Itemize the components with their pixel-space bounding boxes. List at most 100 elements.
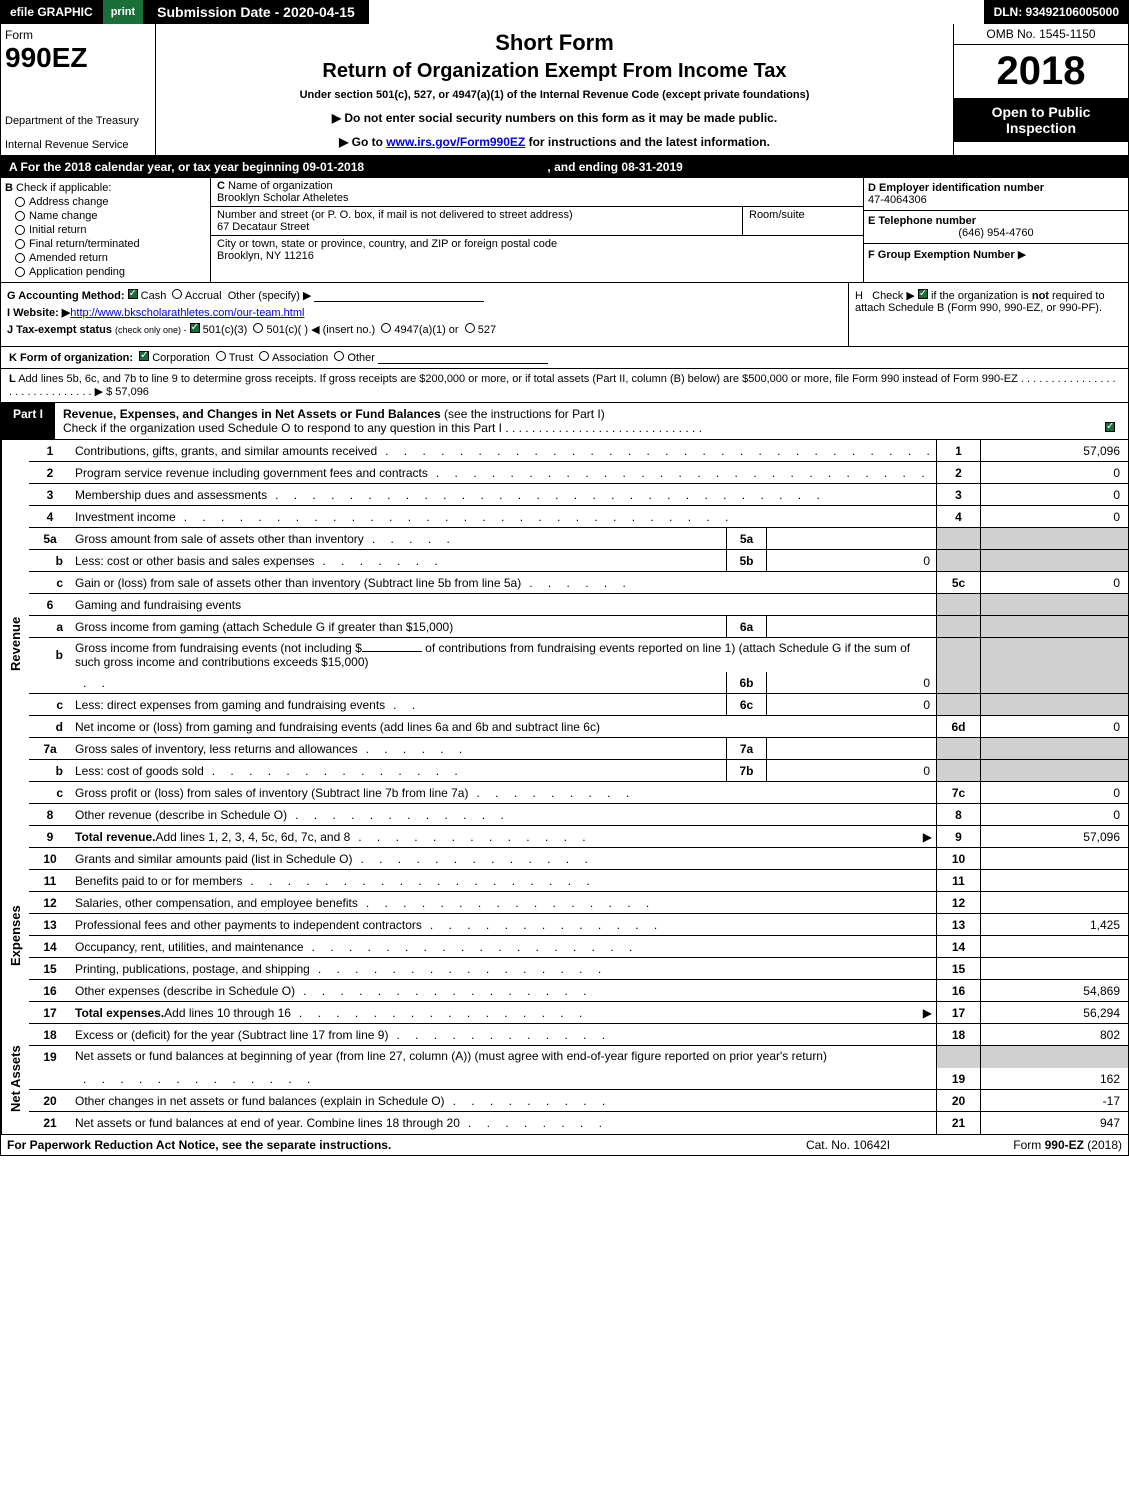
header-center: Short Form Return of Organization Exempt… (156, 24, 953, 155)
dots: . . . . . . . . . . . . . . . . . . (312, 940, 932, 954)
radio-association[interactable] (259, 351, 269, 361)
line-no: 15 (29, 958, 71, 979)
check-initial-return[interactable]: Initial return (15, 224, 206, 236)
footer-form: 990-EZ (1045, 1138, 1084, 1152)
line-desc: Printing, publications, postage, and shi… (71, 958, 936, 979)
ein-value: 47-4064306 (868, 194, 927, 206)
j-label: J Tax-exempt status (7, 324, 112, 336)
sub-label: 7b (726, 760, 766, 781)
sub-val (766, 738, 936, 759)
other-specify-input[interactable] (314, 301, 484, 302)
line-6a: a Gross income from gaming (attach Sched… (29, 616, 1128, 638)
revenue-section: Revenue 1 Contributions, gifts, grants, … (0, 440, 1129, 848)
g-label: G Accounting Method: (7, 290, 125, 302)
return-title: Return of Organization Exempt From Incom… (162, 60, 947, 83)
dots: . . . . . . . . . . . . . . . . (303, 984, 932, 998)
line-desc: Total revenue. Add lines 1, 2, 3, 4, 5c,… (71, 826, 936, 847)
line-12: 12 Salaries, other compensation, and emp… (29, 892, 1128, 914)
shaded-cell (936, 638, 980, 672)
room-cell: Room/suite (743, 207, 863, 235)
check-application-pending[interactable]: Application pending (15, 266, 206, 278)
desc-text: Less: cost of goods sold (75, 764, 204, 778)
radio-501c[interactable] (253, 323, 263, 333)
desc-text: Gross amount from sale of assets other t… (75, 532, 364, 546)
shaded-cell (980, 550, 1128, 571)
shaded-cell (936, 550, 980, 571)
line-no: 17 (29, 1002, 71, 1023)
line-desc: Total expenses. Add lines 10 through 16.… (71, 1002, 936, 1023)
checkbox-h[interactable] (918, 289, 928, 299)
line-no (29, 672, 71, 693)
line-8: 8 Other revenue (describe in Schedule O)… (29, 804, 1128, 826)
j-opt4: 527 (478, 324, 496, 336)
desc-text: Gross income from gaming (attach Schedul… (75, 620, 453, 634)
part-1-title: Revenue, Expenses, and Changes in Net As… (63, 407, 441, 421)
shaded-cell (980, 616, 1128, 637)
check-amended-return[interactable]: Amended return (15, 252, 206, 264)
line-7a: 7a Gross sales of inventory, less return… (29, 738, 1128, 760)
irs-link[interactable]: www.irs.gov/Form990EZ (386, 135, 525, 149)
radio-other[interactable] (334, 351, 344, 361)
checkbox-schedule-o[interactable] (1105, 422, 1115, 432)
line-num: 11 (936, 870, 980, 891)
checkbox-501c3[interactable] (190, 323, 200, 333)
radio-trust[interactable] (216, 351, 226, 361)
radio-icon (15, 225, 25, 235)
line-6c: c Less: direct expenses from gaming and … (29, 694, 1128, 716)
radio-icon (15, 253, 25, 263)
omb-number: OMB No. 1545-1150 (954, 24, 1128, 45)
radio-accrual[interactable] (172, 289, 182, 299)
other-form-input[interactable] (378, 363, 548, 364)
b-text: Check if applicable: (16, 182, 111, 194)
h-post: if the organization is (928, 290, 1032, 302)
line-19-top: 19 Net assets or fund balances at beginn… (29, 1046, 1128, 1068)
short-form-title: Short Form (162, 30, 947, 56)
blank-input[interactable] (362, 651, 422, 652)
print-button[interactable]: print (103, 0, 143, 24)
checkbox-corporation[interactable] (139, 351, 149, 361)
line-num: 16 (936, 980, 980, 1001)
line-2: 2 Program service revenue including gove… (29, 462, 1128, 484)
h-pre: Check ▶ (872, 290, 918, 302)
j-opt1: 501(c)(3) (203, 324, 248, 336)
form-number: 990EZ (5, 42, 151, 74)
h-not: not (1032, 290, 1049, 302)
k-opt-3: Other (347, 352, 375, 364)
line-no: d (29, 716, 71, 737)
f-label: F Group Exemption Number (868, 249, 1015, 261)
checkbox-cash[interactable] (128, 289, 138, 299)
j-small: (check only one) - (115, 325, 187, 335)
radio-4947[interactable] (381, 323, 391, 333)
line-desc: Benefits paid to or for members. . . . .… (71, 870, 936, 891)
line-no: a (29, 616, 71, 637)
desc-pre: Gross income from fundraising events (no… (75, 641, 362, 655)
line-desc: Grants and similar amounts paid (list in… (71, 848, 936, 869)
line-desc: Salaries, other compensation, and employ… (71, 892, 936, 913)
check-label-4: Amended return (29, 252, 108, 264)
line-desc: Gross amount from sale of assets other t… (71, 528, 726, 549)
desc-bold: Total expenses. (75, 1006, 164, 1020)
line-val: -17 (980, 1090, 1128, 1111)
check-final-return[interactable]: Final return/terminated (15, 238, 206, 250)
line-no: c (29, 572, 71, 593)
dots: . . . . . . . . . . . . . (430, 918, 932, 932)
desc-text: Net assets or fund balances at beginning… (75, 1049, 827, 1063)
line-no: 3 (29, 484, 71, 505)
check-name-change[interactable]: Name change (15, 210, 206, 222)
e-label: E Telephone number (868, 215, 976, 227)
check-address-change[interactable]: Address change (15, 196, 206, 208)
line-no: 16 (29, 980, 71, 1001)
line-val: 947 (980, 1112, 1128, 1134)
radio-527[interactable] (465, 323, 475, 333)
k-opt-2: Association (272, 352, 328, 364)
line-val: 802 (980, 1024, 1128, 1045)
net-assets-side-label: Net Assets (1, 1024, 29, 1134)
line-num: 17 (936, 1002, 980, 1023)
d-label: D Employer identification number (868, 182, 1044, 194)
line-val: 57,096 (980, 440, 1128, 461)
dots: . . . . . . . . . . . . . . . . . . . (250, 874, 932, 888)
line-desc: Gross income from gaming (attach Schedul… (71, 616, 726, 637)
website-link[interactable]: http://www.bkscholarathletes.com/our-tea… (70, 307, 304, 319)
radio-icon (15, 211, 25, 221)
dots: . . . . . (372, 532, 722, 546)
